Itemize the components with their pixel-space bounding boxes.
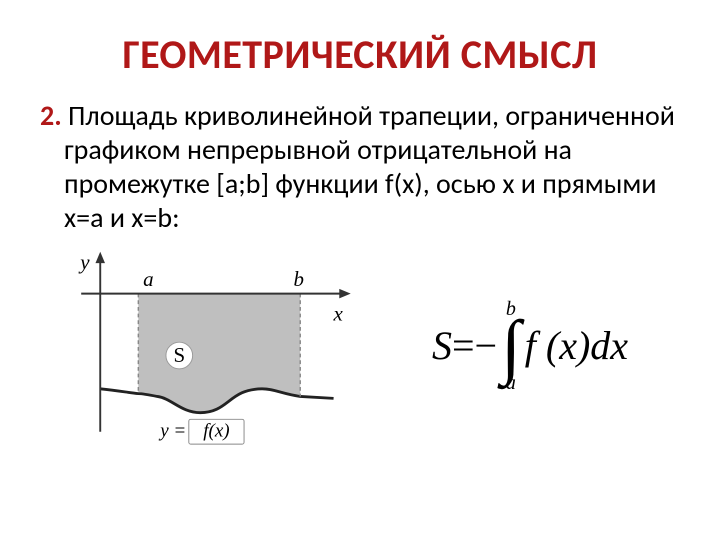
area-diagram: y x a b S y = f(x) <box>40 246 370 446</box>
area-label: S <box>173 343 185 367</box>
int-lower-limit: a <box>506 373 516 393</box>
label-b: b <box>294 267 304 291</box>
y-axis-arrow <box>95 251 105 262</box>
item-number: 2. <box>40 98 62 133</box>
fn-label-fn: f(x) <box>203 420 229 441</box>
y-axis-label: y <box>78 249 90 273</box>
x-axis-label: x <box>333 301 344 325</box>
formula-eq: = <box>452 322 475 369</box>
body-paragraph: 2. Площадь криволинейной трапеции, огран… <box>64 99 680 236</box>
formula-minus: − <box>475 322 498 369</box>
fn-label-prefix: y = <box>158 420 186 441</box>
integral-sign-icon: ∫ <box>501 319 521 373</box>
formula-integrand: f (x)dx <box>525 322 628 369</box>
integral-formula: S = − b ∫ a f (x)dx <box>370 299 680 393</box>
page-title: ГЕОМЕТРИЧЕСКИЙ СМЫСЛ <box>40 30 680 79</box>
paragraph-text: Площадь криволинейной трапеции, ограниче… <box>62 98 675 235</box>
x-axis-arrow <box>339 288 350 298</box>
formula-lhs: S <box>432 322 452 369</box>
shaded-region <box>138 293 300 412</box>
integral-sign-block: b ∫ a <box>501 299 521 393</box>
label-a: a <box>143 267 153 291</box>
